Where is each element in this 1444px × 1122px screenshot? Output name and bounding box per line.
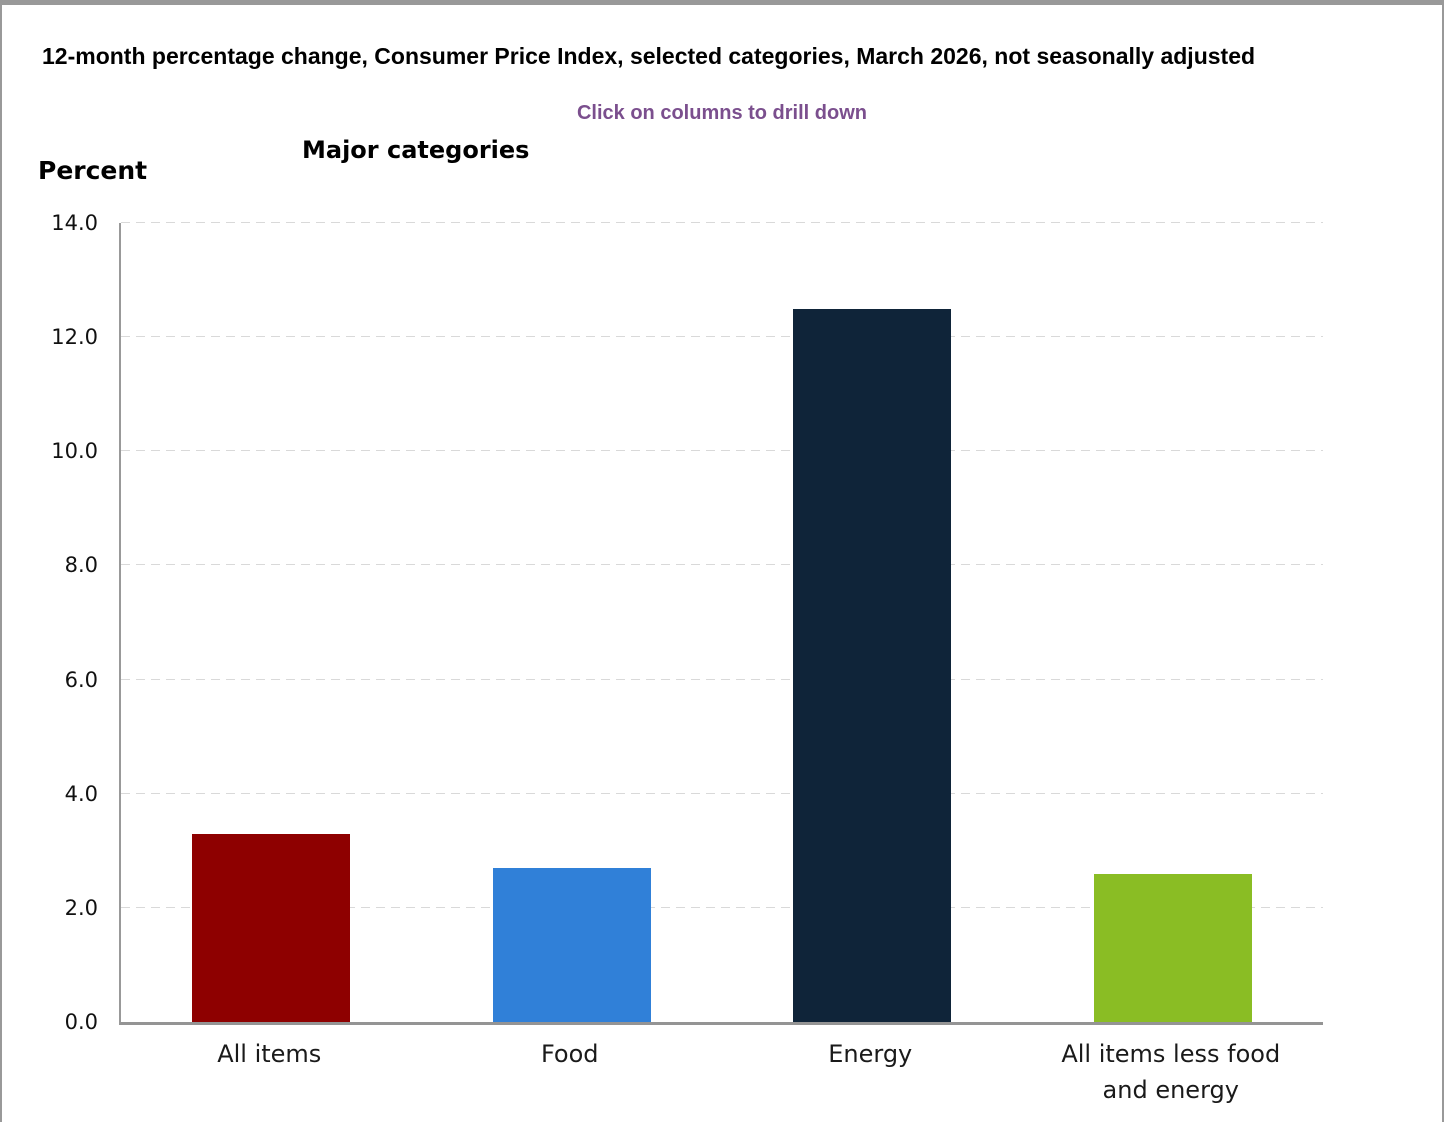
page-title: 12-month percentage change, Consumer Pri… bbox=[42, 43, 1256, 69]
drilldown-hint: Click on columns to drill down bbox=[576, 102, 867, 124]
gridline bbox=[121, 450, 1323, 452]
y-tick-label: 12.0 bbox=[51, 325, 98, 350]
bar-energy[interactable] bbox=[793, 308, 952, 1022]
category-label-energy: Energy bbox=[828, 1040, 913, 1068]
y-tick-label: 14.0 bbox=[51, 211, 98, 235]
y-tick-label: 0.0 bbox=[64, 1010, 98, 1034]
plot-area bbox=[119, 222, 1323, 1025]
y-axis-label: Percent bbox=[38, 156, 148, 185]
y-tick-label: 2.0 bbox=[64, 895, 98, 920]
bar-all-items-less-food-and-energy[interactable] bbox=[1093, 873, 1252, 1022]
bar-all-items[interactable] bbox=[192, 833, 351, 1022]
gridline bbox=[121, 336, 1323, 338]
category-label-all-items: All items bbox=[217, 1040, 322, 1068]
category-label-food: Food bbox=[540, 1040, 599, 1068]
category-label-all-items-less-food-and-energy: All items less food and energy bbox=[1061, 1040, 1281, 1104]
gridline bbox=[121, 678, 1323, 680]
y-tick-label: 4.0 bbox=[64, 781, 98, 806]
category-labels: All items Food Energy All items less food a… bbox=[119, 1036, 1321, 1120]
y-tick-label: 8.0 bbox=[64, 553, 98, 578]
y-tick-label: 6.0 bbox=[64, 667, 98, 692]
y-tick-label: 10.0 bbox=[51, 439, 98, 464]
y-axis-ticks: 0.0 2.0 4.0 6.0 8.0 10.0 12.0 14.0 bbox=[2, 211, 98, 1034]
chart-title: Major categories bbox=[302, 136, 530, 164]
gridline bbox=[121, 792, 1323, 794]
gridline bbox=[121, 564, 1323, 566]
bar-food[interactable] bbox=[492, 867, 651, 1022]
gridline bbox=[121, 222, 1323, 223]
